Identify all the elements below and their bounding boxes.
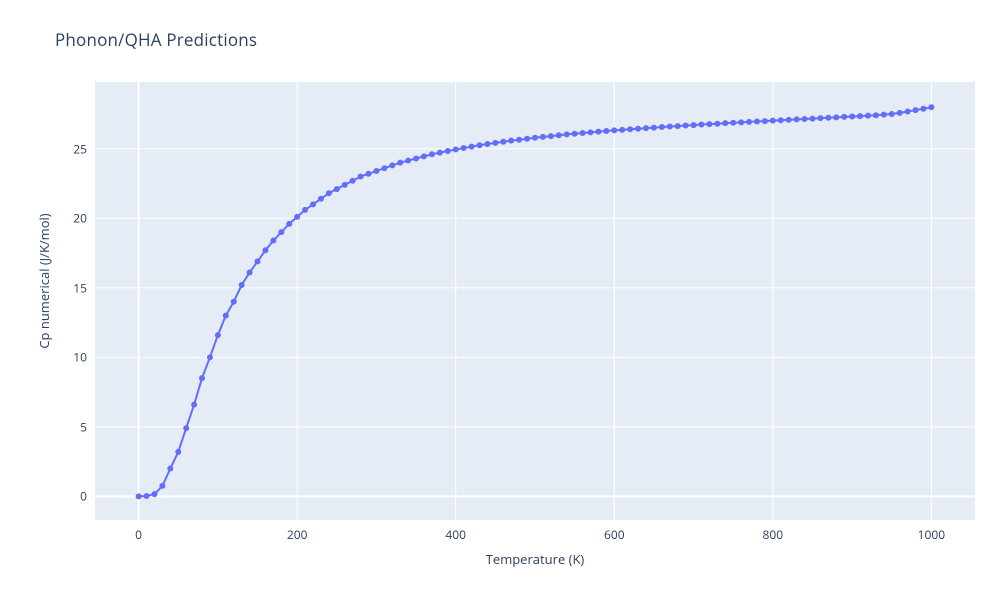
y-tick-label: 20 — [57, 210, 87, 227]
x-tick-label: 600 — [604, 526, 625, 543]
x-tick-label: 400 — [445, 526, 466, 543]
x-tick-label: 200 — [287, 526, 308, 543]
y-tick-label: 0 — [57, 488, 87, 505]
x-axis-label: Temperature (K) — [95, 550, 975, 568]
x-tick-label: 800 — [763, 526, 784, 543]
series-line — [95, 82, 975, 520]
x-tick-label: 1000 — [918, 526, 945, 543]
y-axis-label: Cp numerical (J/K/mol) — [35, 181, 53, 381]
y-tick-label: 5 — [57, 418, 87, 435]
y-tick-label: 25 — [57, 140, 87, 157]
chart-title: Phonon/QHA Predictions — [55, 28, 257, 51]
y-tick-label: 15 — [57, 279, 87, 296]
x-tick-label: 0 — [135, 526, 142, 543]
y-tick-label: 10 — [57, 349, 87, 366]
